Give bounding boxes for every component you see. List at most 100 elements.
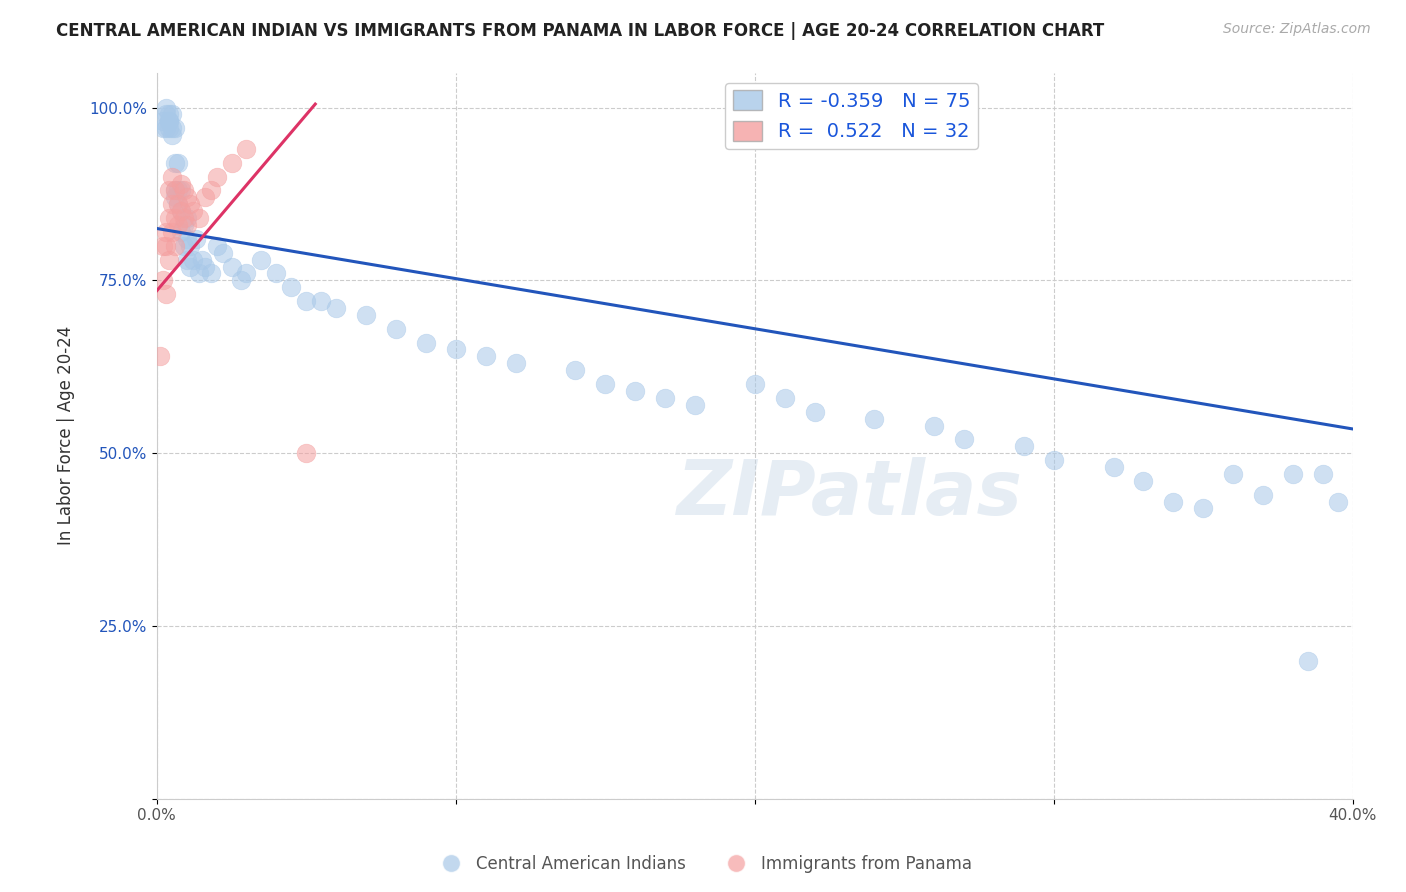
Point xyxy=(194,190,217,204)
Point xyxy=(1012,439,1035,453)
Point xyxy=(181,252,204,267)
Point xyxy=(155,101,177,115)
Point xyxy=(163,190,186,204)
Point xyxy=(170,204,193,219)
Point xyxy=(1326,494,1348,508)
Point xyxy=(157,252,180,267)
Point xyxy=(170,184,193,198)
Point xyxy=(205,239,228,253)
Point xyxy=(1102,460,1125,475)
Point xyxy=(173,239,195,253)
Point xyxy=(444,343,467,357)
Point xyxy=(163,121,186,136)
Point xyxy=(863,411,886,425)
Y-axis label: In Labor Force | Age 20-24: In Labor Force | Age 20-24 xyxy=(58,326,75,546)
Point xyxy=(953,433,976,447)
Point xyxy=(1163,494,1185,508)
Point xyxy=(474,350,496,364)
Text: CENTRAL AMERICAN INDIAN VS IMMIGRANTS FROM PANAMA IN LABOR FORCE | AGE 20-24 COR: CENTRAL AMERICAN INDIAN VS IMMIGRANTS FR… xyxy=(56,22,1105,40)
Point xyxy=(1222,467,1244,481)
Point xyxy=(176,190,198,204)
Point xyxy=(176,211,198,226)
Point xyxy=(266,267,288,281)
Point xyxy=(200,267,222,281)
Point xyxy=(155,239,177,253)
Point xyxy=(187,211,209,226)
Point xyxy=(1312,467,1334,481)
Point xyxy=(157,211,180,226)
Point xyxy=(773,391,796,405)
Point xyxy=(280,280,302,294)
Point xyxy=(325,301,347,315)
Point xyxy=(157,114,180,128)
Point xyxy=(155,287,177,301)
Point xyxy=(176,252,198,267)
Point xyxy=(149,350,172,364)
Point xyxy=(1296,653,1319,667)
Point xyxy=(309,294,332,309)
Point xyxy=(176,218,198,232)
Point xyxy=(295,446,318,460)
Point xyxy=(160,121,183,136)
Point xyxy=(1132,474,1154,488)
Point xyxy=(803,405,825,419)
Point xyxy=(163,239,186,253)
Point xyxy=(166,156,188,170)
Point xyxy=(190,252,212,267)
Point xyxy=(160,197,183,211)
Point xyxy=(163,211,186,226)
Point xyxy=(160,169,183,184)
Point xyxy=(170,204,193,219)
Point xyxy=(221,260,243,274)
Point xyxy=(173,218,195,232)
Point xyxy=(205,169,228,184)
Point xyxy=(166,197,188,211)
Point xyxy=(173,211,195,226)
Point xyxy=(157,114,180,128)
Point xyxy=(166,218,188,232)
Point xyxy=(181,204,204,219)
Point xyxy=(160,128,183,143)
Point xyxy=(163,156,186,170)
Point xyxy=(152,273,174,287)
Point xyxy=(744,377,766,392)
Legend: R = -0.359   N = 75, R =  0.522   N = 32: R = -0.359 N = 75, R = 0.522 N = 32 xyxy=(725,83,979,149)
Text: Source: ZipAtlas.com: Source: ZipAtlas.com xyxy=(1223,22,1371,37)
Point xyxy=(166,197,188,211)
Point xyxy=(179,197,201,211)
Point xyxy=(152,239,174,253)
Point xyxy=(593,377,616,392)
Point xyxy=(624,384,647,398)
Point xyxy=(505,356,527,370)
Point xyxy=(187,267,209,281)
Point xyxy=(654,391,676,405)
Point xyxy=(235,142,257,156)
Point xyxy=(155,225,177,239)
Point xyxy=(157,121,180,136)
Point xyxy=(235,267,257,281)
Point xyxy=(155,121,177,136)
Point xyxy=(354,308,377,322)
Point xyxy=(152,121,174,136)
Point xyxy=(385,322,408,336)
Point xyxy=(157,184,180,198)
Point xyxy=(683,398,706,412)
Point xyxy=(155,107,177,121)
Point xyxy=(184,232,207,246)
Point xyxy=(152,114,174,128)
Point xyxy=(170,225,193,239)
Point xyxy=(176,232,198,246)
Point xyxy=(200,184,222,198)
Point xyxy=(194,260,217,274)
Point xyxy=(163,184,186,198)
Point xyxy=(1192,501,1215,516)
Legend: Central American Indians, Immigrants from Panama: Central American Indians, Immigrants fro… xyxy=(427,848,979,880)
Point xyxy=(1042,453,1064,467)
Point xyxy=(163,184,186,198)
Point xyxy=(922,418,945,433)
Text: ZIPatlas: ZIPatlas xyxy=(678,457,1024,531)
Point xyxy=(295,294,318,309)
Point xyxy=(166,184,188,198)
Point xyxy=(173,184,195,198)
Point xyxy=(179,239,201,253)
